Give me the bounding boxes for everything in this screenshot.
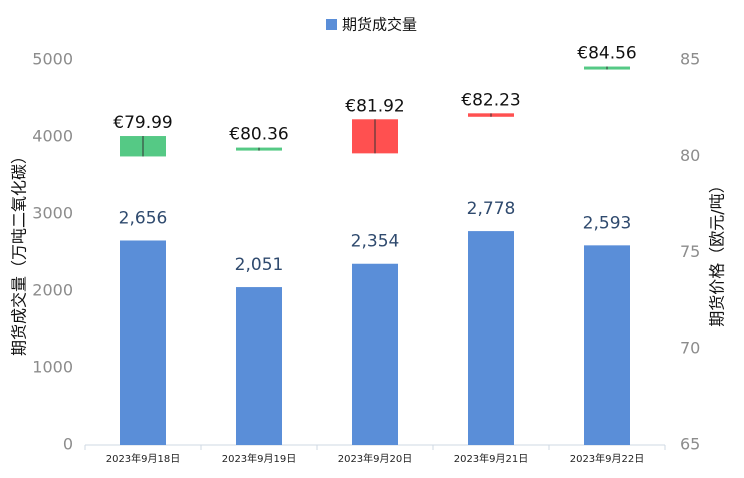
x-tick-label: 2023年9月21日 [454,452,529,465]
x-tick-label: 2023年9月18日 [106,452,181,465]
data-label: 2,051 [235,255,284,275]
legend-swatch [326,19,337,30]
x-tick-label: 2023年9月20日 [338,452,413,465]
data-label: 2,593 [583,213,632,233]
price-label: €81.92 [345,96,404,116]
price-label: €80.36 [229,125,288,145]
bar [468,231,514,445]
y2-tick-label: 70 [680,338,700,357]
y-tick-label: 0 [63,435,73,454]
y2-tick-label: 85 [680,50,700,69]
price-label: €84.56 [577,44,636,64]
y-tick-label: 5000 [32,50,73,69]
bar [120,240,166,445]
y2-axis-title: 期货价格（欧元/吨） [708,177,727,326]
bar [236,287,282,445]
price-label: €82.23 [461,90,520,110]
y-tick-label: 1000 [32,358,73,377]
bar [352,263,398,445]
x-tick-label: 2023年9月22日 [570,452,645,465]
y2-tick-label: 75 [680,242,700,261]
y2-tick-label: 65 [680,435,700,454]
price-label: €79.99 [113,113,172,133]
data-label: 2,656 [119,208,168,228]
y-tick-label: 3000 [32,204,73,223]
bar [584,245,630,445]
y-tick-label: 2000 [32,281,73,300]
legend-label: 期货成交量 [342,16,417,34]
y2-tick-label: 80 [680,146,700,165]
y-tick-label: 4000 [32,127,73,146]
x-tick-label: 2023年9月19日 [222,452,297,465]
data-label: 2,778 [467,199,516,219]
data-label: 2,354 [351,232,400,252]
y-axis-title: 期货成交量（万吨二氧化碳） [10,148,29,356]
